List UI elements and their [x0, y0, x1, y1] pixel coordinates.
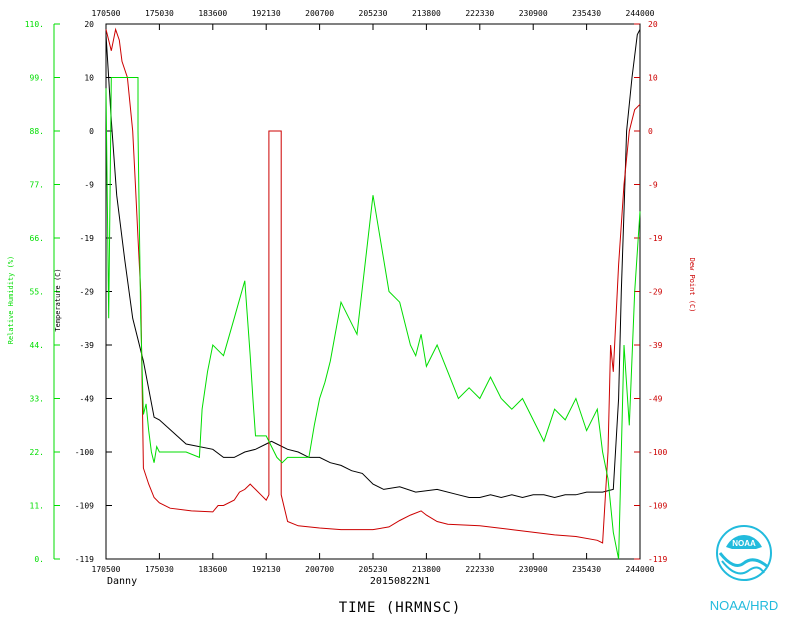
- temp-tick-label: 20: [84, 20, 94, 29]
- dew-tick-label: -100: [648, 448, 667, 457]
- x-top-tick-label: 244000: [626, 9, 655, 18]
- x-top-tick-label: 205230: [359, 9, 388, 18]
- rh-axis-title: Relative Humidity (%): [7, 256, 15, 345]
- svg-text:NOAA: NOAA: [732, 539, 756, 548]
- temp-tick-label: -39: [80, 341, 95, 350]
- temp-tick-label: -49: [80, 395, 95, 404]
- storm-name: Danny: [107, 576, 137, 587]
- x-bottom-tick-label: 200700: [305, 565, 334, 574]
- temp-tick-label: -9: [84, 181, 94, 190]
- rh-tick-label: 11.: [30, 502, 44, 511]
- x-axis-bottom-ticks: 170500 175030 183600 192130 200700 205230 2138…: [92, 553, 655, 574]
- x-bottom-tick-label: 183600: [198, 565, 227, 574]
- dew-axis-title: Dew Point (C): [688, 258, 696, 313]
- rh-tick-label: 22.: [30, 448, 44, 457]
- x-bottom-tick-label: 205230: [359, 565, 388, 574]
- x-axis-title: TIME (HRMNSC): [339, 600, 462, 616]
- series-dew-point-line: [105, 27, 641, 544]
- x-bottom-tick-label: 170500: [92, 565, 121, 574]
- rh-tick-label: 66.: [30, 234, 44, 243]
- rh-tick-label: 44.: [30, 341, 44, 350]
- x-top-tick-label: 235430: [572, 9, 601, 18]
- x-axis-top-ticks: 170500 175030 183600 192130 200700 205230 2138…: [92, 9, 655, 30]
- dew-tick-label: -119: [648, 555, 667, 564]
- temp-tick-label: -19: [80, 234, 95, 243]
- x-top-tick-label: 192130: [252, 9, 281, 18]
- dew-tick-label: 20: [648, 20, 658, 29]
- flight-id: 20150822N1: [370, 576, 430, 587]
- x-bottom-tick-label: 230900: [519, 565, 548, 574]
- temp-tick-label: -119: [75, 555, 94, 564]
- dew-tick-label: -109: [648, 502, 667, 511]
- x-top-tick-label: 230900: [519, 9, 548, 18]
- x-top-tick-label: 222330: [465, 9, 494, 18]
- rh-tick-label: 88.: [30, 127, 44, 136]
- x-bottom-tick-label: 235430: [572, 565, 601, 574]
- rh-tick-label: 110.: [25, 20, 44, 29]
- noaa-hrd-credit: NOAA/HRD: [710, 598, 779, 613]
- dew-tick-label: 10: [648, 74, 658, 83]
- dew-tick-label: -49: [648, 395, 663, 404]
- rh-tick-label: 77.: [30, 181, 44, 190]
- x-bottom-tick-label: 244000: [626, 565, 655, 574]
- series-relative-humidity-line: [105, 77, 641, 560]
- x-top-tick-label: 170500: [92, 9, 121, 18]
- x-top-tick-label: 213800: [412, 9, 441, 18]
- temp-tick-label: -109: [75, 502, 94, 511]
- rh-tick-label: 0.: [34, 555, 44, 564]
- x-bottom-tick-label: 213800: [412, 565, 441, 574]
- series-layer: [105, 27, 641, 560]
- x-top-tick-label: 183600: [198, 9, 227, 18]
- x-bottom-tick-label: 222330: [465, 565, 494, 574]
- dew-axis-ticks: 20 10 0 -9 -19 -29 -39 -49 -100 -109 -119: [634, 20, 667, 564]
- series-temperature-line: [105, 29, 641, 499]
- rh-axis-ticks: 110. 99. 88. 77. 66. 55. 44. 33. 22. 11. 0.: [25, 20, 60, 564]
- rh-tick-label: 33.: [30, 395, 44, 404]
- temp-tick-label: 10: [84, 74, 94, 83]
- temp-axis-title: Temperature (C): [54, 268, 62, 331]
- rh-tick-label: 99.: [30, 74, 44, 83]
- x-bottom-tick-label: 192130: [252, 565, 281, 574]
- noaa-logo: NOAA: [716, 525, 772, 581]
- dew-tick-label: -19: [648, 234, 663, 243]
- temp-tick-label: 0: [89, 127, 94, 136]
- dew-tick-label: -9: [648, 181, 658, 190]
- rh-tick-label: 55.: [30, 288, 44, 297]
- x-top-tick-label: 200700: [305, 9, 334, 18]
- x-bottom-tick-label: 175030: [145, 565, 174, 574]
- temp-tick-label: -29: [80, 288, 95, 297]
- dew-tick-label: 0: [648, 127, 653, 136]
- x-top-tick-label: 175030: [145, 9, 174, 18]
- temp-axis-ticks: 20 10 0 -9 -19 -29 -39 -49 -100 -109 -119: [75, 20, 112, 564]
- dew-tick-label: -39: [648, 341, 663, 350]
- temp-tick-label: -100: [75, 448, 94, 457]
- dew-tick-label: -29: [648, 288, 663, 297]
- plot-frame: [105, 23, 641, 560]
